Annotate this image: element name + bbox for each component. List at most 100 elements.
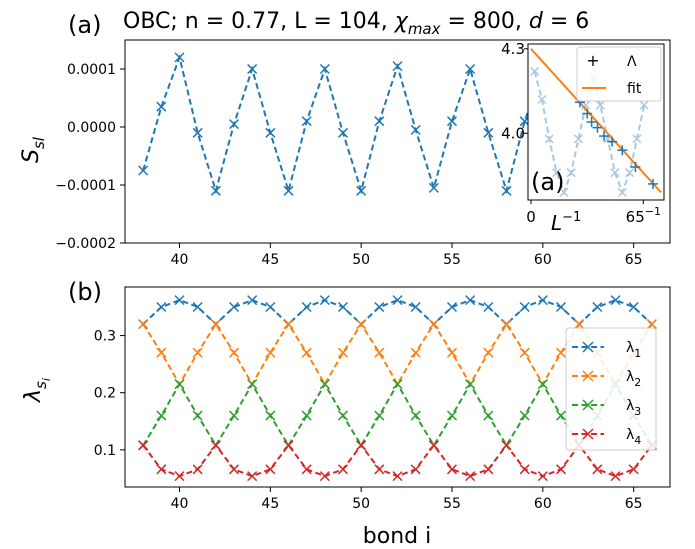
panel-b-series-1-point — [265, 301, 276, 313]
panel-b-series-3-point — [265, 410, 276, 421]
inset-lambda-point — [647, 178, 658, 189]
panel-b-series-2-point — [483, 347, 494, 358]
panel-a-xtick-label: 65 — [625, 252, 643, 268]
panel-b-series-1-point — [392, 295, 403, 306]
legend-label-lambda-1: λ1 — [626, 340, 641, 360]
panel-b-series-1-point — [555, 301, 567, 313]
panel-b-series-2-point — [283, 319, 294, 330]
panel-b-series-4-point — [265, 464, 276, 475]
panel-a-series-1-point — [319, 63, 330, 75]
inset-legend-label-fit: fit — [627, 81, 642, 97]
panel-b-series-2-point — [410, 347, 421, 358]
panel-a-series-1-point — [356, 185, 367, 196]
inset-lambda-point — [607, 136, 618, 147]
panel-b-series-4-point — [156, 464, 167, 475]
panel-b-series-4-point — [555, 464, 567, 475]
panel-b-series-4-point — [628, 464, 639, 475]
panel-b-series-1-point — [247, 295, 258, 306]
panel-b-series-4-point — [465, 471, 476, 482]
inset-background-point — [639, 100, 649, 110]
panel-b-series-2-point — [210, 319, 221, 330]
panel-b-chart: 40 45 50 55 60 650.10.20.3 λsi bond i λ1λ2λ3λ… — [21, 286, 671, 549]
panel-a-series-1-point — [465, 63, 476, 75]
panel-b-series-1-point — [374, 301, 385, 313]
panel-b-series-4-point — [610, 471, 621, 482]
inset-lambda-point — [599, 131, 610, 142]
panel-b-series-4-point — [356, 440, 367, 451]
inset-background-point — [544, 134, 554, 144]
panel-b-series-1-point — [519, 301, 530, 313]
inset-background-point — [573, 134, 584, 144]
inset-background-point — [625, 168, 635, 178]
panel-b-series-4-point — [301, 464, 312, 475]
panel-b-series-4-point — [247, 471, 258, 482]
panel-b-xlabel: bond i — [363, 524, 431, 549]
panel-a-chart: 40 45 50 55 60 65 −0.0002 −0.0001 0.0000 0.0001 S… — [19, 39, 671, 268]
inset-fit-line — [530, 48, 662, 194]
panel-b-series-2-point — [428, 319, 439, 330]
panel-a-series-1-point — [410, 124, 421, 135]
panel-b-xtick-label: 60 — [534, 496, 552, 512]
inset-lambda-point — [592, 122, 603, 133]
inset-lambda-point — [582, 108, 593, 119]
panel-b-series-1-point — [592, 301, 603, 313]
inset-lambda-point — [630, 162, 641, 173]
inset-panel-label: (a) — [531, 168, 564, 196]
panel-b-series-2-point — [265, 347, 276, 358]
panel-b-series-2-point — [228, 347, 240, 358]
panel-b-xtick-label: 55 — [443, 496, 461, 512]
inset-ytick-label: 4.0 — [501, 124, 525, 142]
panel-b-series-1-point — [301, 301, 312, 313]
panel-b-series-1-point — [228, 301, 240, 313]
panel-a-series-1-point — [265, 127, 276, 138]
panel-b-series-1-point — [410, 301, 421, 313]
panel-a-series-1-point — [374, 116, 385, 127]
panel-a-xtick-label: 55 — [443, 252, 461, 268]
inset-background-point — [559, 187, 569, 197]
panel-b-series-4-point — [138, 440, 149, 451]
panel-b-series-1-point — [319, 295, 330, 306]
panel-b-series-3-point — [247, 379, 258, 390]
panel-b-series-1-point — [610, 295, 621, 306]
panel-b-series-4-point — [519, 464, 530, 475]
panel-b-series-2-point — [374, 347, 385, 358]
panel-b-xtick-label: 50 — [352, 496, 370, 512]
inset-lambda-point — [586, 117, 597, 127]
panel-b-series-1-point — [446, 301, 458, 313]
panel-b-series-3-point — [446, 410, 458, 421]
panel-b-series-3-point — [301, 410, 312, 421]
panel-a-ytick-label: 0.0001 — [67, 62, 116, 78]
panel-b-xtick-label: 65 — [625, 496, 643, 512]
inset-background-point — [617, 187, 627, 197]
panel-b-series-3-point — [410, 410, 421, 421]
panel-b-series-3-point — [337, 410, 349, 421]
inset-xlabel: L−1 — [551, 210, 581, 235]
panel-b-series-3-point — [228, 410, 240, 421]
panel-b-label: (b) — [68, 278, 102, 306]
panel-b-series-4-point — [228, 464, 240, 475]
legend-marker-x-icon — [582, 341, 594, 353]
panel-b-series-2-point — [501, 319, 512, 330]
panel-b-series-4-point — [410, 464, 421, 475]
panel-a-ytick-label: 0.0000 — [67, 120, 116, 136]
panel-a-series-1-point — [210, 185, 221, 196]
panel-a-series-1-point — [192, 127, 203, 138]
legend-label-lambda-2: λ2 — [626, 369, 641, 389]
panel-a-ylabel: Ssl — [19, 136, 48, 163]
panel-b-legend-box — [565, 327, 657, 451]
panel-b-series-3-point — [537, 379, 548, 390]
panel-b-series-3-point — [483, 410, 494, 421]
panel-b-series-4-point — [537, 471, 548, 482]
panel-a-series-1-point — [392, 61, 403, 72]
panel-b-series-4-point — [446, 464, 458, 475]
panel-b-legend: λ1 λ2 λ3 λ4 — [565, 327, 657, 451]
panel-b-series-3-point — [156, 410, 167, 421]
inset-content: 4.0 4.3 0 65−1 L−1 — [501, 40, 662, 235]
inset-background-point — [566, 168, 576, 178]
panel-b-xtick-label: 40 — [171, 496, 189, 512]
panel-a-series-1-point — [428, 182, 439, 193]
panel-b-series-2-point — [574, 319, 585, 330]
inset-background-point — [595, 100, 605, 110]
panel-a-series-1-point — [483, 127, 494, 138]
